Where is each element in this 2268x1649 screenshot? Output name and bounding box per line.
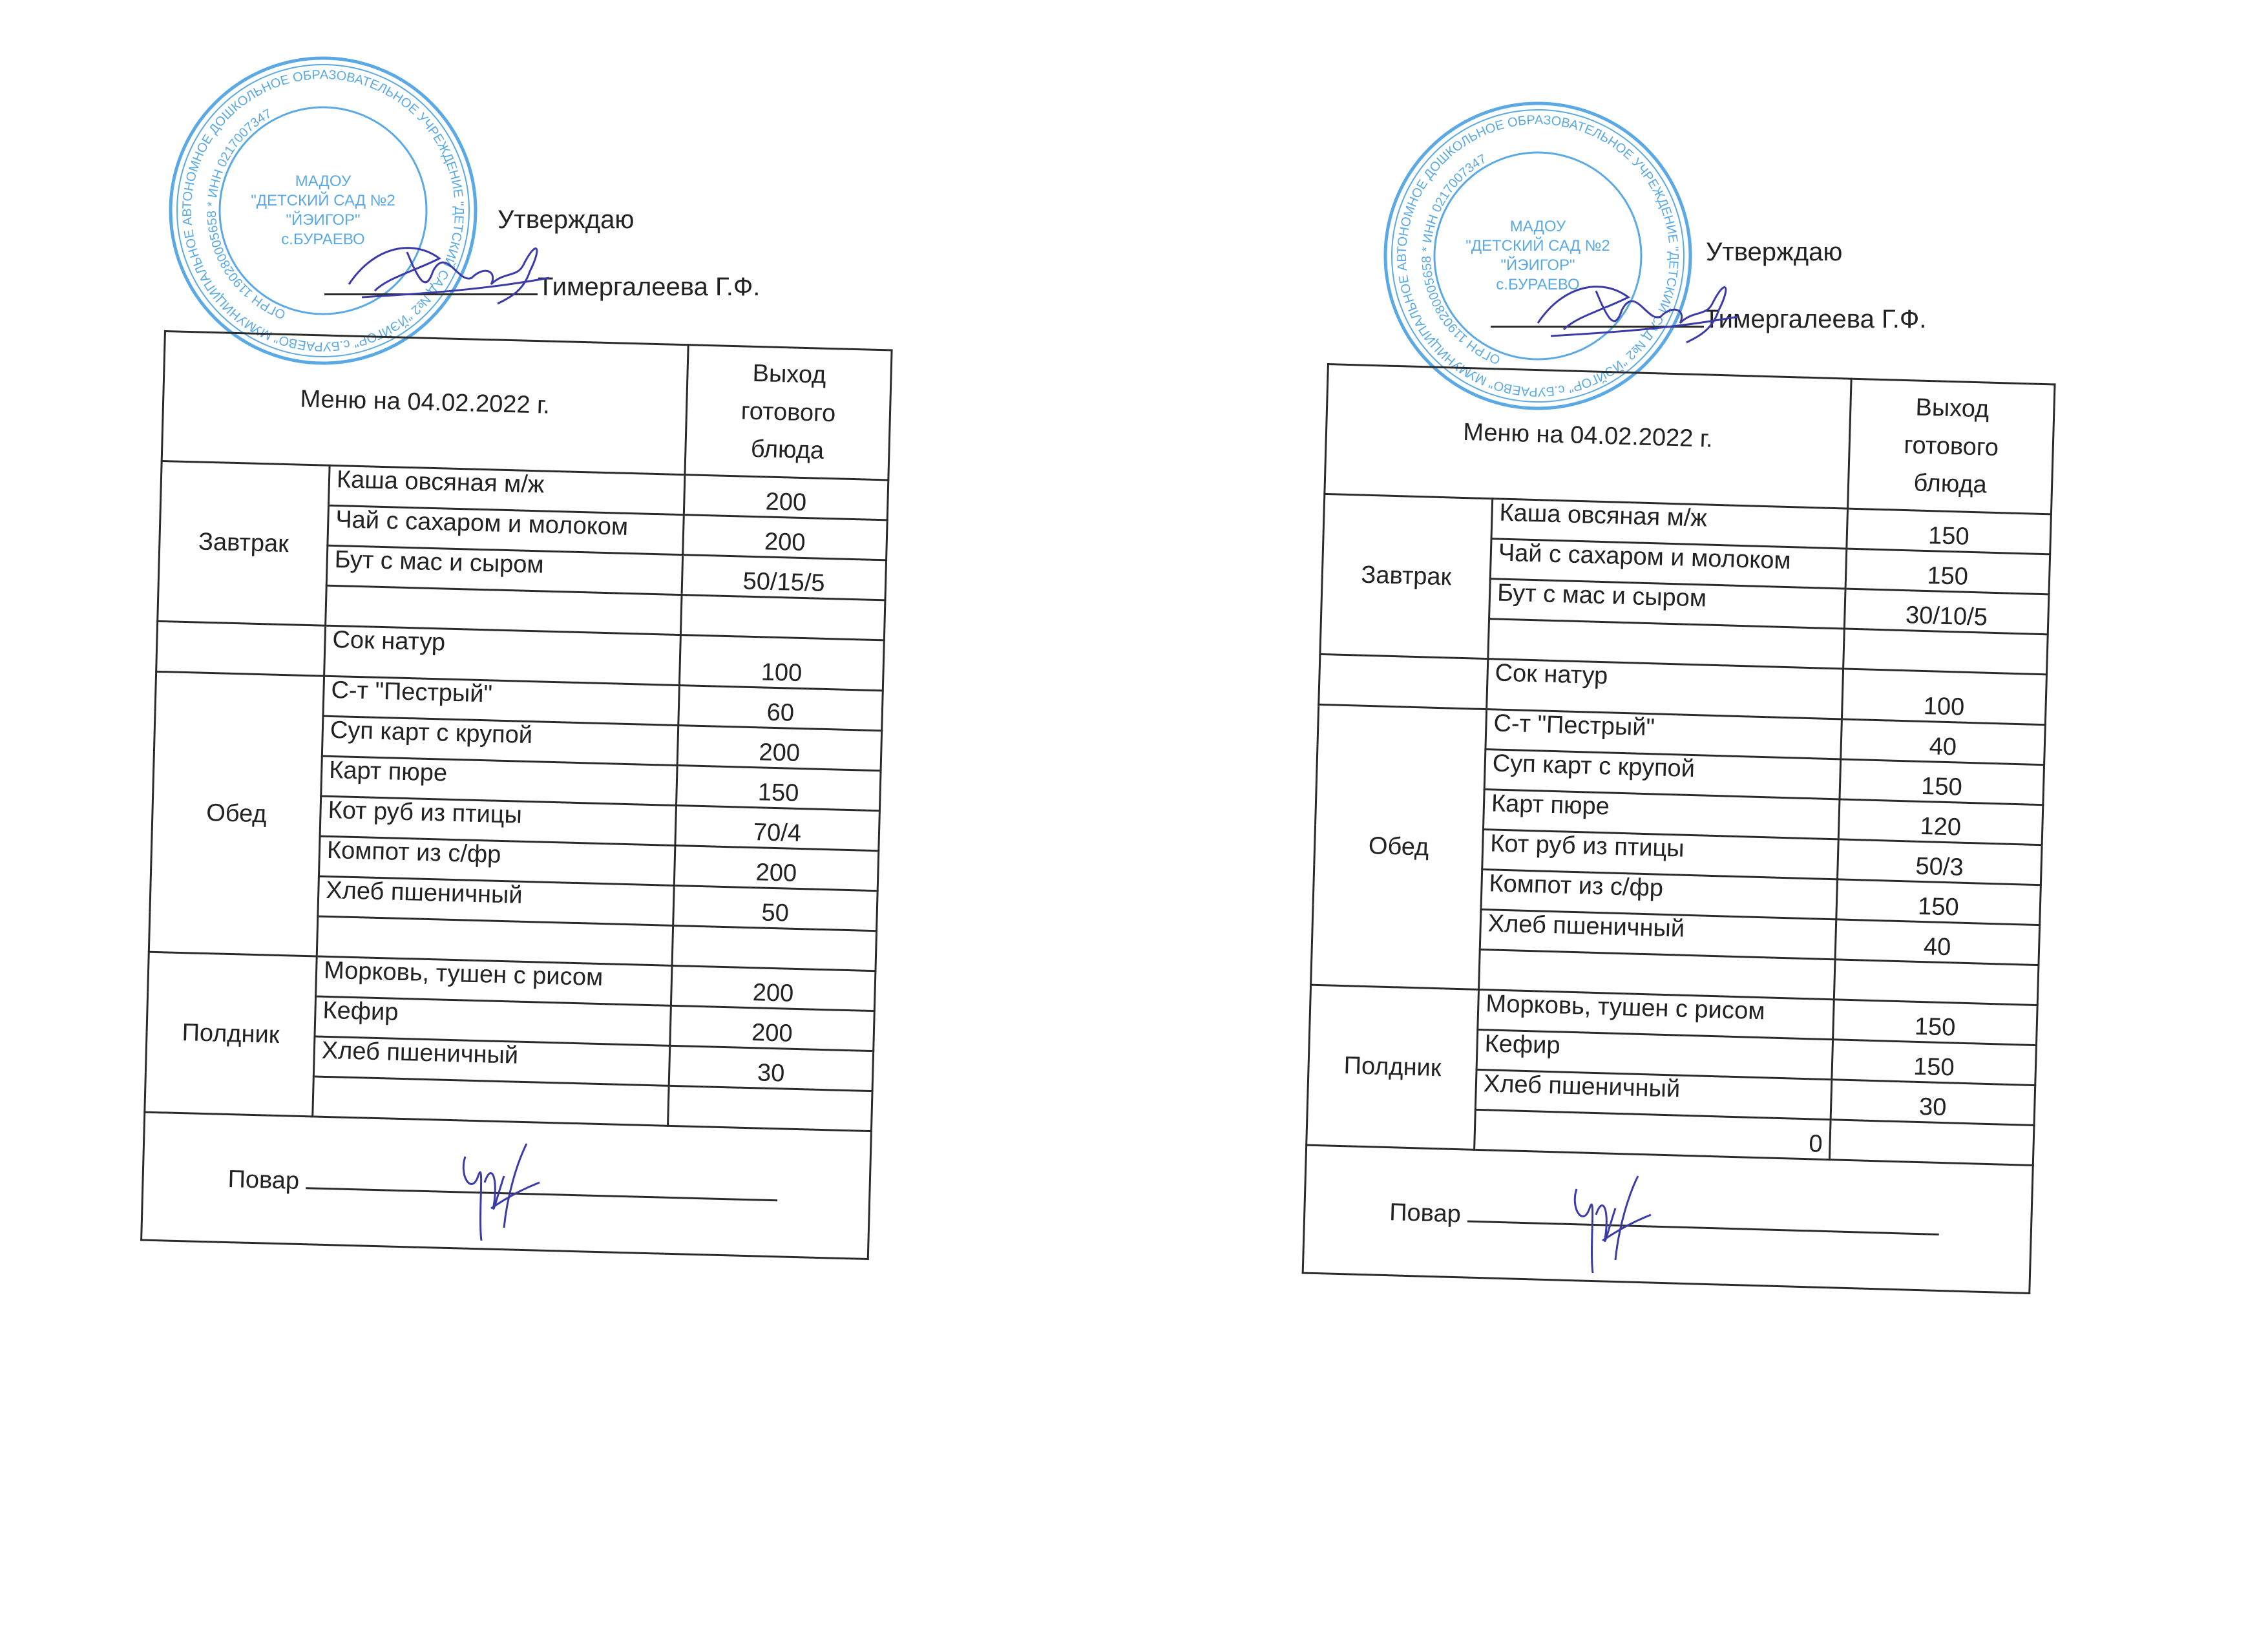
dish-yield: 200 — [671, 965, 876, 1011]
dish-yield: 200 — [682, 514, 888, 560]
dish-yield: 200 — [684, 474, 888, 520]
cook-signature — [462, 1143, 540, 1241]
meal-snack — [1318, 654, 1488, 709]
meal-lunch: Обед — [1310, 704, 1487, 990]
signature-line — [1491, 302, 1704, 328]
dish-yield: 150 — [1846, 509, 2052, 554]
dish-yield — [672, 925, 877, 971]
menu-title: Меню на 04.02.2022 г. — [1324, 364, 1852, 509]
dish-yield: 50/15/5 — [682, 554, 887, 600]
qty-header-line: Выход — [752, 359, 826, 389]
organization-stamp: МУНИЦИПАЛЬНОЕ АВТОНОМНОЕ ДОШКОЛЬНОЕ ОБРА… — [164, 52, 482, 370]
dish-yield: 30 — [669, 1045, 874, 1091]
cook-label: Повар — [227, 1166, 300, 1195]
dish-yield: 150 — [676, 765, 881, 811]
svg-text:с.БУРАЕВО: с.БУРАЕВО — [1496, 276, 1579, 293]
menu-table: Меню на 04.02.2022 г. Выход готового блюда З… — [1302, 363, 2056, 1294]
organization-stamp: МУНИЦИПАЛЬНОЕ АВТОНОМНОЕ ДОШКОЛЬНОЕ ОБРА… — [1379, 97, 1697, 415]
svg-text:"ДЕТСКИЙ САД №2: "ДЕТСКИЙ САД №2 — [251, 191, 395, 209]
approver-signature — [348, 247, 550, 305]
dish-yield: 70/4 — [675, 805, 880, 851]
cook-signature — [1573, 1175, 1652, 1274]
svg-text:"ЙЭИГОР": "ЙЭИГОР" — [286, 211, 360, 229]
dish-yield: 200 — [669, 1005, 875, 1051]
dish-name: Сок натур — [324, 625, 681, 686]
dish-yield: 100 — [1842, 668, 2047, 725]
signature-line — [324, 270, 538, 295]
qty-header-line: Выход — [1915, 394, 1990, 423]
menu-sheet: Меню на 04.02.2022 г. Выход готового блюда З… — [1302, 363, 2056, 1294]
svg-text:МАДОУ: МАДОУ — [1510, 218, 1566, 235]
header-row: Меню на 04.02.2022 г. Выход готового блюда — [162, 331, 892, 480]
approve-label: Утверждаю — [1706, 238, 1843, 266]
cook-label: Повар — [1389, 1199, 1462, 1228]
dish-yield: 120 — [1838, 799, 2043, 845]
meal-afternoon: Полдник — [1306, 985, 1479, 1150]
approver-name: Тимергалеева Г.Ф. — [1704, 305, 1927, 333]
dish-yield — [667, 1086, 873, 1131]
dish-yield: 150 — [1831, 1039, 2037, 1086]
meal-snack — [156, 621, 326, 677]
dish-yield — [1834, 959, 2039, 1005]
approver-signature-line: Тимергалеева Г.Ф. — [1491, 302, 1926, 334]
menu-title: Меню на 04.02.2022 г. — [162, 331, 689, 475]
qty-header: Выход готового блюда — [684, 344, 892, 480]
meal-lunch: Обед — [149, 671, 324, 957]
dish-yield — [1843, 629, 2048, 675]
approve-label: Утверждаю — [498, 205, 635, 234]
menu-table: Меню на 04.02.2022 г. Выход готового блюда З… — [140, 330, 893, 1260]
dish-yield — [680, 594, 885, 640]
dish-yield — [1829, 1119, 2034, 1166]
dish-yield: 150 — [1836, 879, 2041, 925]
qty-header-line: готового — [1903, 431, 1999, 461]
qty-header-line: блюда — [750, 436, 824, 465]
approver-name: Тимергалеева Г.Ф. — [538, 273, 761, 301]
dish-yield: 30/10/5 — [1844, 589, 2049, 635]
cook-row: Повар — [1303, 1145, 2033, 1294]
dish-yield: 150 — [1832, 999, 2038, 1045]
qty-header-line: готового — [740, 397, 836, 427]
dish-yield: 100 — [679, 635, 885, 691]
dish-yield: 40 — [1840, 719, 2046, 765]
dish-yield: 60 — [678, 685, 883, 731]
svg-text:с.БУРАЕВО: с.БУРАЕВО — [281, 231, 364, 248]
meal-afternoon: Полдник — [144, 952, 317, 1117]
qty-header-line: блюда — [1913, 469, 1988, 499]
qty-header: Выход готового блюда — [1847, 379, 2055, 514]
cook-cell: Повар — [1303, 1145, 2033, 1294]
dish-yield: 40 — [1835, 919, 2040, 965]
svg-text:МАДОУ: МАДОУ — [295, 173, 352, 190]
dish-yield: 50 — [673, 885, 878, 931]
svg-text:МУНИЦИПАЛЬНОЕ АВТОНОМНОЕ ДОШКО: МУНИЦИПАЛЬНОЕ АВТОНОМНОЕ ДОШКОЛЬНОЕ ОБРА… — [164, 52, 482, 370]
meal-breakfast: Завтрак — [157, 461, 330, 626]
header-row: Меню на 04.02.2022 г. Выход готового блюда — [1324, 364, 2055, 514]
meal-breakfast: Завтрак — [1319, 494, 1493, 659]
dish-yield: 200 — [674, 845, 879, 891]
cook-signature-line — [1467, 1198, 1940, 1236]
dish-yield: 150 — [1845, 549, 2050, 594]
svg-text:"ДЕТСКИЙ САД №2: "ДЕТСКИЙ САД №2 — [1465, 236, 1610, 255]
dish-yield: 200 — [677, 725, 882, 771]
svg-text:"ЙЭИГОР": "ЙЭИГОР" — [1500, 256, 1575, 274]
dish-yield: 150 — [1839, 759, 2044, 805]
dish-yield: 50/3 — [1837, 839, 2042, 885]
dish-yield: 30 — [1831, 1079, 2035, 1126]
menu-sheet: Меню на 04.02.2022 г. Выход готового блюда З… — [140, 330, 893, 1260]
approver-signature — [1537, 286, 1739, 344]
approver-signature-line: Тимергалеева Г.Ф. — [324, 270, 760, 302]
